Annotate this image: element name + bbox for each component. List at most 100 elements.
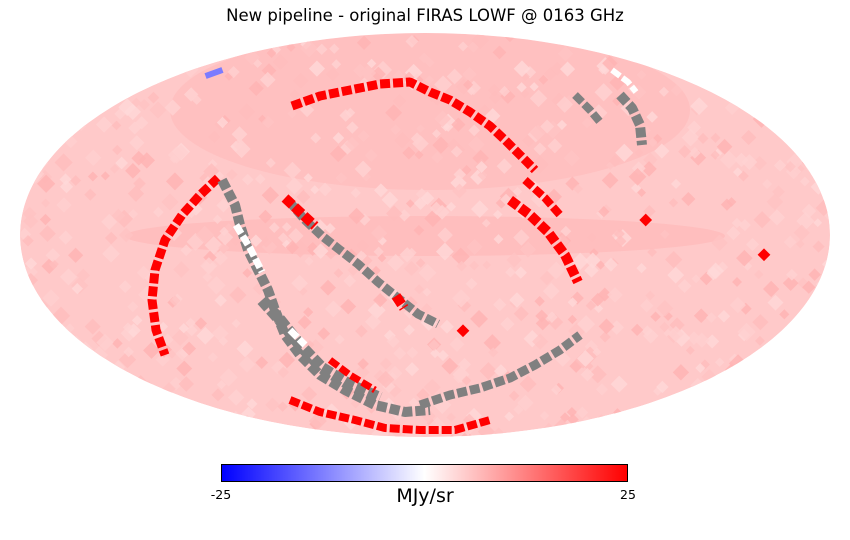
texture-pixel [173,261,190,278]
texture-pixel [414,150,424,160]
texture-pixel [370,66,386,82]
texture-pixel [34,34,44,44]
colorbar-max-label: 25 [620,487,636,502]
texture-pixel [404,362,420,377]
texture-pixel [304,256,314,266]
texture-pixel [49,61,63,75]
texture-pixel [754,382,769,397]
texture-pixel [65,383,82,400]
texture-pixel [508,390,520,402]
texture-pixel [441,357,459,375]
texture-pixel [200,432,212,437]
texture-pixel [234,418,244,427]
texture-pixel [39,225,56,242]
texture-pixel [37,367,49,379]
texture-pixel [303,173,313,183]
texture-pixel [147,91,160,104]
texture-pixel [118,403,135,419]
texture-pixel [107,405,121,420]
texture-pixel [266,48,277,58]
texture-pixel [138,152,155,169]
texture-pixel [160,50,178,69]
texture-pixel [140,44,155,58]
texture-pixel [809,428,821,437]
texture-pixel [360,64,377,81]
texture-pixel [29,130,40,141]
texture-pixel [500,316,515,332]
texture-pixel [386,205,403,222]
texture-pixel [404,261,419,276]
texture-pixel [158,321,169,332]
texture-pixel [787,33,800,44]
texture-pixel [291,274,308,292]
texture-pixel [519,375,537,393]
texture-pixel [310,185,320,195]
texture-pixel [287,108,297,119]
texture-pixel [811,33,822,44]
texture-pixel [547,261,566,280]
texture-pixel [815,164,830,183]
texture-pixel [548,34,558,44]
texture-pixel [585,300,596,311]
texture-pixel [278,351,296,369]
texture-pixel [639,299,654,313]
colorbar-min-label: -25 [210,487,232,502]
texture-pixel [475,160,488,173]
texture-pixel [75,96,86,107]
texture-pixel [512,186,523,197]
texture-pixel [540,435,551,437]
texture-pixel [658,86,669,97]
texture-pixel [431,151,444,164]
texture-pixel [715,423,726,434]
texture-pixel [324,222,336,234]
texture-pixel [106,398,120,412]
track-segment [147,174,222,357]
track-segment [281,194,319,230]
texture-pixel [513,229,530,246]
texture-pixel [103,422,120,437]
texture-pixel [350,187,361,198]
texture-pixel [752,355,762,365]
texture-pixel [813,218,823,228]
texture-pixel [556,119,568,130]
texture-pixel [23,389,40,406]
texture-pixel [688,428,705,437]
texture-pixel [726,225,741,241]
texture-pixel [432,136,450,154]
texture-pixel [643,152,658,167]
texture-pixel [737,322,756,342]
texture-pixel [573,184,583,194]
texture-pixel [81,394,93,405]
texture-pixel [813,419,830,437]
texture-pixel [320,279,336,296]
texture-pixel [355,324,368,338]
texture-pixel [773,159,787,172]
texture-pixel [152,33,170,49]
texture-pixel [238,355,256,373]
texture-pixel [413,224,425,236]
texture-pixel [238,419,252,433]
texture-pixel [254,173,266,185]
texture-pixel [556,96,574,113]
texture-pixel [493,209,503,220]
texture-pixel [213,414,225,426]
texture-pixel [799,353,818,371]
texture-pixel [212,250,228,266]
texture-pixel [334,334,345,345]
texture-pixel [111,208,126,223]
texture-pixel [52,390,72,409]
texture-pixel [677,279,692,293]
track-segment [233,223,266,274]
texture-pixel [182,341,197,356]
texture-pixel [54,153,73,172]
texture-pixel [285,240,299,255]
texture-pixel [23,378,42,397]
texture-pixel [563,430,578,437]
texture-pixel [344,136,360,152]
texture-pixel [588,365,607,384]
texture-pixel [604,257,618,272]
track-segment [391,293,409,311]
texture-pixel [599,331,611,343]
texture-pixel [785,350,801,365]
texture-pixel [705,334,720,349]
